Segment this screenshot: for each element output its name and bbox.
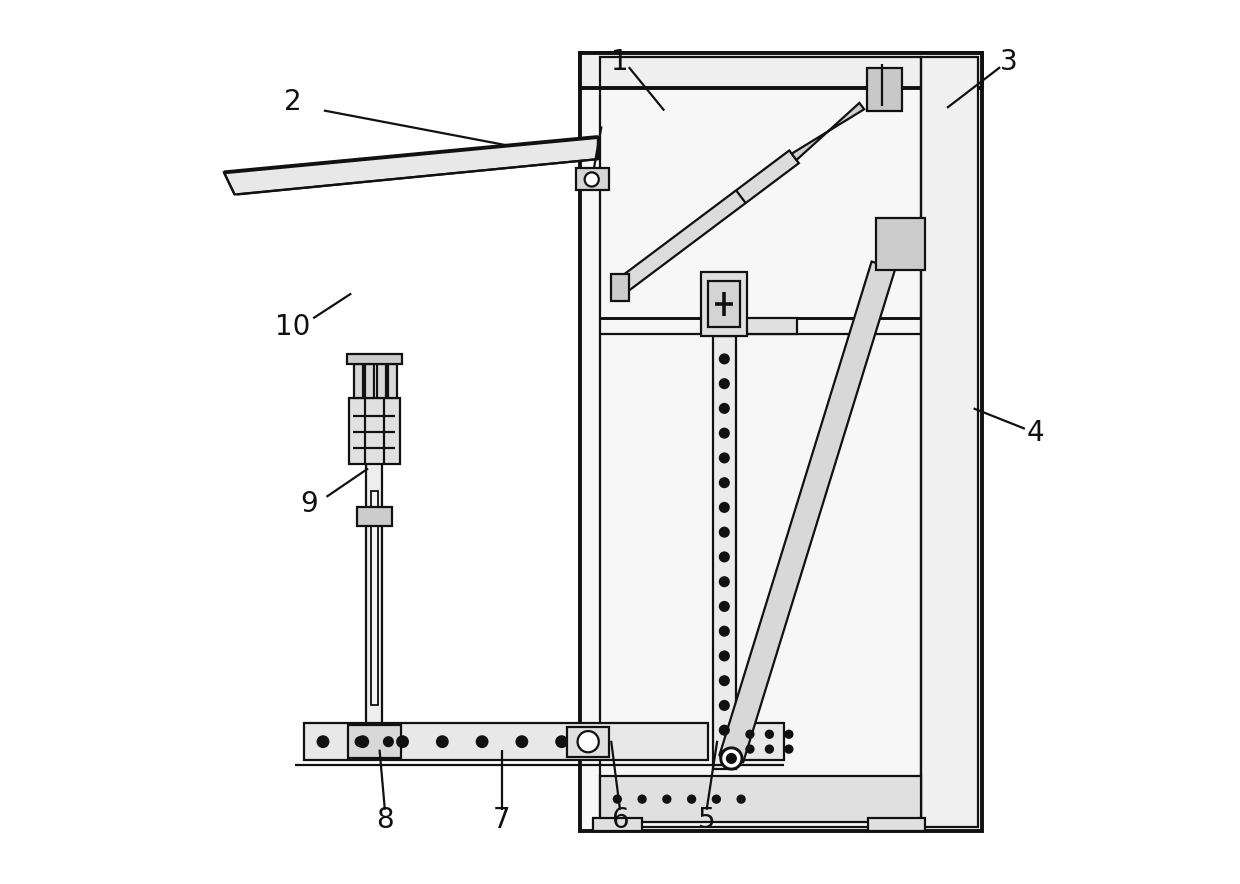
Bar <box>377 364 386 398</box>
Circle shape <box>720 453 729 462</box>
Bar <box>600 57 920 827</box>
Text: 9: 9 <box>300 490 317 518</box>
Circle shape <box>384 737 393 746</box>
Circle shape <box>713 796 720 803</box>
Circle shape <box>557 736 567 747</box>
Circle shape <box>720 726 729 735</box>
Text: 6: 6 <box>611 806 629 834</box>
Circle shape <box>614 796 621 803</box>
Circle shape <box>436 736 448 747</box>
Circle shape <box>477 736 487 747</box>
Polygon shape <box>224 137 598 194</box>
Bar <box>611 274 629 301</box>
Circle shape <box>720 404 729 413</box>
Circle shape <box>766 745 773 752</box>
Polygon shape <box>791 103 864 160</box>
Circle shape <box>738 796 745 803</box>
Bar <box>580 53 982 88</box>
Bar <box>348 398 399 464</box>
Bar <box>868 818 925 831</box>
Bar <box>388 364 397 398</box>
Bar <box>708 281 740 327</box>
Text: 8: 8 <box>376 806 393 834</box>
Bar <box>357 507 392 526</box>
Circle shape <box>584 172 599 187</box>
Circle shape <box>720 552 729 561</box>
Text: 10: 10 <box>275 313 310 341</box>
Bar <box>371 491 378 705</box>
Bar <box>567 727 609 757</box>
Circle shape <box>517 736 527 747</box>
Circle shape <box>785 731 792 738</box>
Polygon shape <box>719 262 895 762</box>
Circle shape <box>720 577 729 586</box>
Text: 4: 4 <box>1027 419 1044 447</box>
Circle shape <box>720 751 729 759</box>
Circle shape <box>785 745 792 752</box>
Circle shape <box>720 652 729 660</box>
Circle shape <box>688 796 696 803</box>
Circle shape <box>720 701 729 710</box>
Circle shape <box>357 736 368 747</box>
Bar <box>722 318 797 334</box>
Bar <box>347 354 402 364</box>
Circle shape <box>720 478 729 487</box>
Circle shape <box>746 745 754 752</box>
Text: 2: 2 <box>284 88 301 116</box>
Bar <box>920 57 978 827</box>
Bar <box>594 818 642 831</box>
Circle shape <box>720 354 729 363</box>
Circle shape <box>720 429 729 438</box>
Circle shape <box>663 796 671 803</box>
Bar <box>867 68 903 110</box>
Circle shape <box>720 602 729 611</box>
Circle shape <box>317 736 329 747</box>
Bar <box>734 723 784 760</box>
Circle shape <box>720 503 729 512</box>
Text: 1: 1 <box>611 48 629 76</box>
Circle shape <box>356 737 365 746</box>
Circle shape <box>720 627 729 636</box>
Bar <box>304 723 708 760</box>
Circle shape <box>766 731 773 738</box>
Bar <box>702 272 748 336</box>
Circle shape <box>578 731 599 752</box>
Bar <box>347 725 401 758</box>
Bar <box>600 776 920 822</box>
Text: 5: 5 <box>698 806 715 834</box>
Bar <box>353 364 363 398</box>
Circle shape <box>727 754 735 763</box>
Polygon shape <box>615 150 799 293</box>
Text: 3: 3 <box>1001 48 1018 76</box>
Bar <box>713 336 735 769</box>
Circle shape <box>720 676 729 685</box>
Bar <box>366 364 374 398</box>
Circle shape <box>746 731 754 738</box>
Circle shape <box>639 796 646 803</box>
Bar <box>575 168 609 190</box>
Circle shape <box>720 528 729 537</box>
Bar <box>877 218 925 270</box>
Circle shape <box>720 748 742 769</box>
Text: 7: 7 <box>492 806 511 834</box>
Circle shape <box>720 379 729 388</box>
Bar <box>580 53 982 831</box>
Bar <box>366 455 382 723</box>
Circle shape <box>397 736 408 747</box>
